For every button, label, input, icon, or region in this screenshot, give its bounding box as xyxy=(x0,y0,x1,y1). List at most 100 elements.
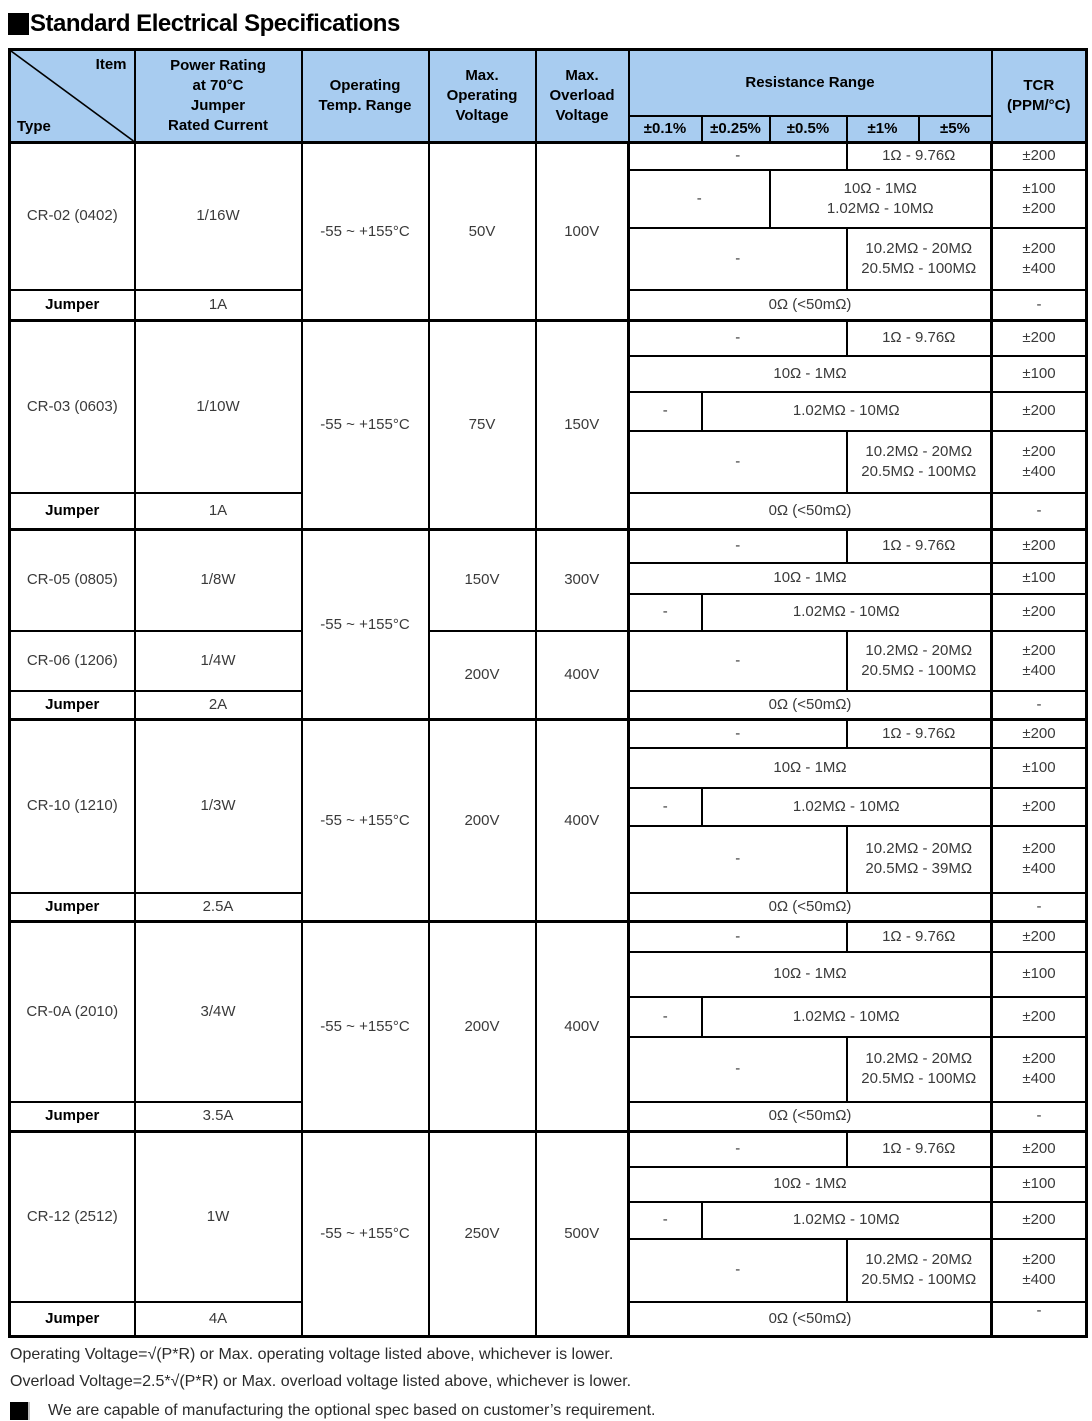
resistance-cell: 10.2MΩ - 20MΩ 20.5MΩ - 100MΩ xyxy=(845,1035,993,1103)
spec-row: CR-0A (2010) 3/4W -55 ~ +155°C 200V 400V -1Ω … xyxy=(8,920,1088,1133)
header-row-tolerances: ±0.1% ±0.25% ±0.5% ±1% ±5% xyxy=(10,114,1087,144)
type-cell: Jumper xyxy=(8,891,136,923)
power-rating-cell: 1A xyxy=(133,491,303,531)
type-cell: CR-06 (1206) xyxy=(8,629,136,692)
max-overload-voltage-cell: 400V xyxy=(534,920,630,1133)
max-overload-voltage-cell: 150V xyxy=(534,319,630,531)
resistance-range-header: Resistance Range xyxy=(627,48,993,117)
resistance-cell: 10Ω - 1MΩ 1.02MΩ - 10MΩ xyxy=(768,168,993,229)
resistance-cell: - xyxy=(627,319,848,357)
operating-temp-range-header: Operating Temp. Range xyxy=(300,48,430,144)
tcr-cell: ±200 ±400 xyxy=(990,1237,1088,1303)
tcr-cell: ±100 xyxy=(990,1165,1088,1203)
spec-row: CR-12 (2512) 1W -55 ~ +155°C 250V 500V -1Ω - … xyxy=(8,1130,1088,1338)
page-title: Standard Electrical Specifications xyxy=(8,10,1085,38)
temp-range-cell: -55 ~ +155°C xyxy=(300,319,430,531)
resistance-cell: 1Ω - 9.76Ω xyxy=(845,718,993,749)
power-rating-cell: 3/4W xyxy=(133,920,303,1103)
resistance-cell: - xyxy=(627,1200,703,1240)
tcr-cell: ±200 xyxy=(990,390,1088,432)
resistance-cell: 10.2MΩ - 20MΩ 20.5MΩ - 100MΩ xyxy=(845,629,993,692)
resistance-cell: 1Ω - 9.76Ω xyxy=(845,319,993,357)
spec-row: Jumper 1A 0Ω (<50mΩ) - xyxy=(8,491,1088,531)
resistance-cell: 10Ω - 1MΩ xyxy=(627,950,993,998)
spec-row: 10Ω - 1MΩ ±100 xyxy=(10,746,1088,789)
footnotes: Operating Voltage=√(P*R) or Max. operati… xyxy=(10,1345,1085,1421)
power-rating-cell: 1A xyxy=(133,288,303,322)
max-operating-voltage-cell: 200V xyxy=(427,629,537,721)
tcr-cell: - xyxy=(990,1100,1088,1133)
overload-voltage-footnote: Overload Voltage=2.5*√(P*R) or Max. over… xyxy=(10,1373,632,1390)
tcr-cell: ±100 xyxy=(990,561,1088,595)
max-operating-voltage-cell: 75V xyxy=(427,319,537,531)
tcr-cell: ±100 xyxy=(990,354,1088,393)
header-row-main: Item Type Power Rating at 70°C Jumper Ra… xyxy=(8,48,1088,144)
resistance-cell: 10.2MΩ - 20MΩ 20.5MΩ - 39MΩ xyxy=(845,824,993,894)
temp-range-cell: -55 ~ +155°C xyxy=(300,920,430,1133)
temp-range-cell: -55 ~ +155°C xyxy=(300,1130,430,1338)
type-cell: CR-12 (2512) xyxy=(8,1130,136,1303)
spec-row: Jumper 3.5A 0Ω (<50mΩ) - xyxy=(8,1100,1088,1133)
resistance-cell: - xyxy=(627,1035,848,1103)
spec-row: -1.02MΩ - 10MΩ ±200 xyxy=(10,786,1088,827)
resistance-cell: - xyxy=(627,429,848,494)
resistance-cell: - xyxy=(627,824,848,894)
resistance-cell: - xyxy=(627,629,848,692)
spec-row: -1.02MΩ - 10MΩ ±200 xyxy=(10,1200,1088,1240)
spec-row: -10.2MΩ - 20MΩ 20.5MΩ - 100MΩ ±200 ±400 xyxy=(10,226,1088,291)
resistance-cell: - xyxy=(627,920,848,953)
resistance-cell: - xyxy=(627,528,848,564)
spec-row: -10.2MΩ - 20MΩ 20.5MΩ - 100MΩ ±200 ±400 xyxy=(10,429,1088,494)
tcr-cell: - xyxy=(990,689,1088,721)
resistance-cell: - xyxy=(627,786,703,827)
corner-item-label: Item xyxy=(95,56,127,73)
spec-row: -10.2MΩ - 20MΩ 20.5MΩ - 100MΩ ±200 ±400 xyxy=(10,1035,1088,1103)
tcr-cell: ±200 ±400 xyxy=(990,1035,1088,1103)
resistance-cell: - xyxy=(627,168,771,229)
type-cell: CR-05 (0805) xyxy=(8,528,136,632)
tcr-cell: ±200 ±400 xyxy=(990,429,1088,494)
resistance-cell: 1.02MΩ - 10MΩ xyxy=(700,995,993,1038)
max-overload-voltage-cell: 300V xyxy=(534,528,630,632)
max-operating-voltage-cell: 50V xyxy=(427,141,537,322)
resistance-cell: 10Ω - 1MΩ xyxy=(627,1165,993,1203)
note-square-bullet-icon xyxy=(10,1402,28,1420)
table-header: Item Type Power Rating at 70°C Jumper Ra… xyxy=(8,48,1088,144)
resistance-cell: 1Ω - 9.76Ω xyxy=(845,920,993,953)
tolerance-header-1: ±1% xyxy=(845,114,920,144)
resistance-cell: - xyxy=(627,1237,848,1303)
tcr-cell: ±200 xyxy=(990,718,1088,749)
resistance-cell: 0Ω (<50mΩ) xyxy=(627,1100,993,1133)
spec-row: -1.02MΩ - 10MΩ ±200 xyxy=(10,390,1088,432)
tcr-cell: - xyxy=(990,1300,1088,1338)
power-rating-cell: 4A xyxy=(133,1300,303,1338)
resistance-cell: 0Ω (<50mΩ) xyxy=(627,689,993,721)
spec-row: CR-05 (0805) 1/8W -55 ~ +155°C 150V 300V -1Ω … xyxy=(8,528,1088,721)
resistance-cell: 10Ω - 1MΩ xyxy=(627,746,993,789)
standard-electrical-specifications-table: Item Type Power Rating at 70°C Jumper Ra… xyxy=(8,48,1088,1338)
power-rating-cell: 3.5A xyxy=(133,1100,303,1133)
tcr-header: TCR (PPM/°C) xyxy=(990,48,1088,144)
max-overload-voltage-cell: 400V xyxy=(534,718,630,923)
tcr-cell: ±200 xyxy=(990,995,1088,1038)
spec-row: -1.02MΩ - 10MΩ ±200 xyxy=(10,592,1088,632)
temp-range-cell: -55 ~ +155°C xyxy=(300,141,430,322)
tolerance-header-0-5: ±0.5% xyxy=(768,114,848,144)
tcr-cell: ±200 xyxy=(990,528,1088,564)
type-cell: Jumper xyxy=(8,1100,136,1133)
tcr-cell: - xyxy=(990,491,1088,531)
resistance-cell: - xyxy=(627,718,848,749)
tolerance-header-0-25: ±0.25% xyxy=(700,114,771,144)
power-rating-header: Power Rating at 70°C Jumper Rated Curren… xyxy=(133,48,303,144)
resistance-cell: - xyxy=(627,141,848,171)
type-cell: CR-10 (1210) xyxy=(8,718,136,894)
tolerance-header-0-1: ±0.1% xyxy=(627,114,703,144)
resistance-cell: 0Ω (<50mΩ) xyxy=(627,1300,993,1338)
spec-row: CR-06 (1206) 1/4W 200V 400V -10.2MΩ - 20MΩ 2… xyxy=(8,629,1088,721)
max-operating-voltage-cell: 200V xyxy=(427,718,537,923)
tcr-cell: - xyxy=(990,288,1088,322)
tcr-cell: ±200 xyxy=(990,141,1088,171)
tcr-cell: ±200 xyxy=(990,920,1088,953)
spec-row: CR-10 (1210) 1/3W -55 ~ +155°C 200V 400V -1Ω … xyxy=(8,718,1088,923)
